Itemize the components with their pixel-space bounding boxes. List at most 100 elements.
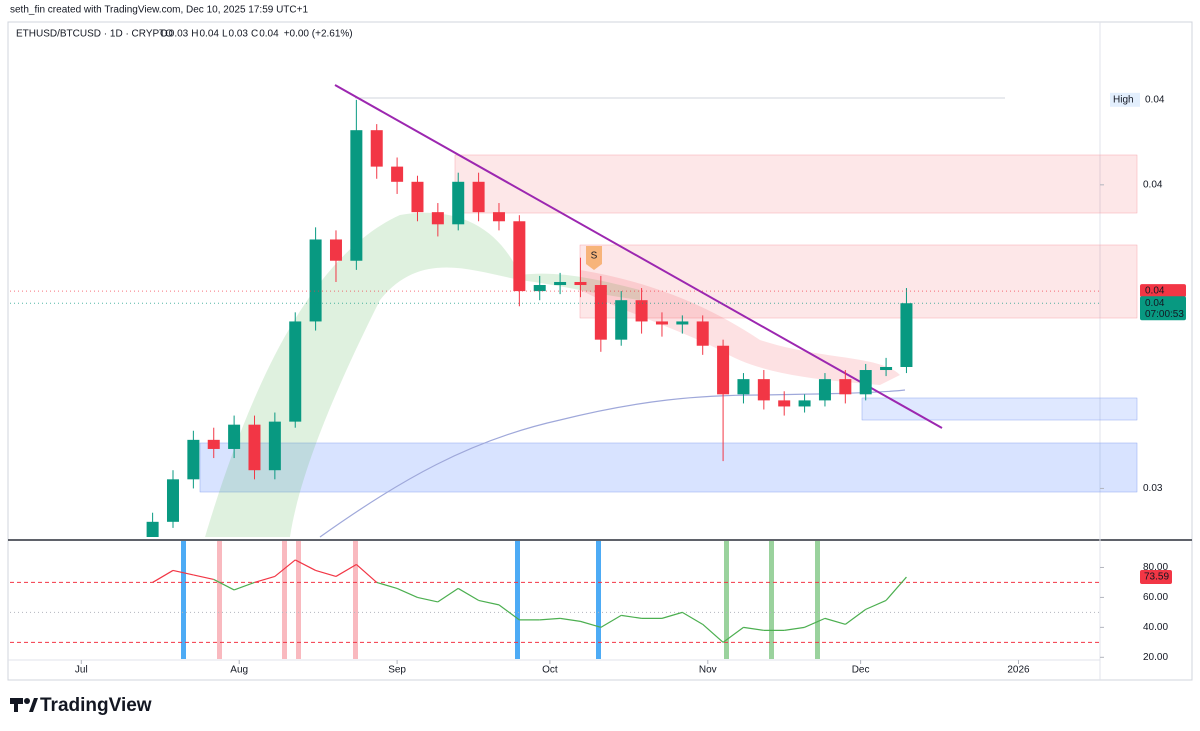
rsi-segment: [172, 569, 194, 576]
ohlc-value: 0.03: [229, 29, 249, 40]
price-tag-label: 0.04: [1145, 298, 1165, 309]
candle-body: [554, 281, 567, 286]
candle-body: [228, 424, 241, 449]
y-tick-label: 40.00: [1143, 622, 1168, 633]
rsi-segment: [539, 617, 561, 621]
candle-body: [329, 239, 342, 261]
price-tag-label: 0.04: [1145, 286, 1165, 297]
rsi-segment: [844, 608, 867, 625]
rsi-segment: [376, 581, 398, 589]
signal-marker: [586, 246, 602, 270]
symbol: ETHUSD/BTCUSD · 1D · CRYPTO: [16, 29, 173, 40]
brand: TradingView: [40, 695, 152, 716]
rsi-segment: [213, 578, 235, 591]
signal-text: S: [591, 251, 598, 262]
supply-zone: [454, 154, 1138, 214]
rsi-segment: [743, 626, 764, 631]
price-tag-sublabel: 07:00:53: [1145, 309, 1184, 320]
demand-zone: [861, 397, 1138, 421]
rsi-segment: [621, 614, 642, 619]
demand-zone: [199, 442, 1138, 493]
signal-stripe: [769, 541, 774, 659]
candle-body: [696, 321, 709, 346]
candle-body: [370, 130, 383, 167]
rsi-segment: [824, 617, 846, 625]
rsi-segment: [580, 620, 602, 628]
candle-body: [431, 212, 444, 225]
rsi-segment: [560, 617, 581, 622]
rsi-segment: [722, 626, 744, 643]
signal-stripe: [515, 541, 520, 659]
rsi-segment: [274, 559, 296, 577]
candle-body: [757, 379, 770, 401]
high-tag-text: High: [1113, 94, 1134, 105]
x-tick-label: Nov: [699, 665, 717, 676]
rsi-segment: [355, 564, 378, 583]
signal-stripe: [353, 541, 358, 659]
candle-body: [778, 400, 791, 407]
candle-body: [818, 379, 831, 401]
candle-body: [839, 379, 852, 395]
candle-body: [635, 300, 648, 322]
rsi-segment: [702, 623, 724, 643]
candle-body: [859, 370, 872, 395]
rsi-segment: [478, 599, 500, 606]
candle-body: [615, 300, 628, 340]
y-tick-label: 0.04: [1143, 179, 1163, 190]
rsi-segment: [457, 587, 479, 601]
candle-body: [900, 303, 913, 367]
candle-body: [452, 181, 465, 225]
ohlc-label: C: [251, 29, 258, 40]
signal-stripe: [217, 541, 222, 659]
candle-body: [594, 285, 607, 340]
ohlc-value: 0.03: [169, 29, 189, 40]
rsi-segment: [152, 569, 174, 583]
rsi-segment: [885, 576, 907, 601]
rsi-segment: [335, 563, 357, 577]
x-tick-label: Oct: [542, 665, 558, 676]
supply-zone: [579, 244, 1138, 319]
price-tag: [1140, 284, 1186, 298]
high-tag-value: 0.04: [1145, 94, 1165, 105]
candle-body: [248, 424, 261, 471]
candle-body: [676, 321, 689, 325]
candle-body: [655, 321, 668, 325]
candle-body: [717, 345, 730, 395]
trendline: [334, 84, 943, 429]
candle-body: [492, 212, 505, 222]
x-tick-label: Dec: [852, 665, 870, 676]
attribution: seth_fin created with TradingView.com, D…: [10, 5, 308, 16]
rsi-segment: [294, 559, 316, 571]
signal-stripe: [296, 541, 301, 659]
y-tick-label: 0.03: [1143, 483, 1163, 494]
candle-body: [411, 181, 424, 213]
signal-stripe: [181, 541, 186, 659]
candle-body: [166, 479, 179, 522]
signal-stripe: [724, 541, 729, 659]
rsi-segment: [417, 596, 438, 603]
signal-stripe: [282, 541, 287, 659]
y-tick-label: 20.00: [1143, 652, 1168, 663]
high-tag: [1110, 92, 1140, 107]
rsi-segment: [396, 587, 418, 598]
rsi-segment: [804, 617, 826, 628]
candle-body: [880, 366, 893, 371]
sma-line: [319, 389, 906, 538]
candle-body: [309, 239, 322, 322]
ohlc-value: 0.04: [199, 29, 219, 40]
candle-body: [289, 321, 302, 422]
ohlc-legend: O 0.03 H 0.04 L 0.03 C 0.04 +0.00 (+2.61%): [160, 29, 353, 40]
x-tick-label: Aug: [230, 665, 248, 676]
x-tick-label: Sep: [388, 665, 406, 676]
rsi-segment: [661, 611, 683, 619]
rsi-segment: [254, 575, 276, 584]
candle-body: [737, 379, 750, 395]
rsi-segment: [682, 611, 704, 625]
rsi-segment: [315, 569, 337, 578]
rsi-segment: [784, 626, 805, 631]
rsi-segment: [437, 587, 459, 603]
signal-stripe: [596, 541, 601, 659]
rsi-segment: [193, 574, 214, 581]
